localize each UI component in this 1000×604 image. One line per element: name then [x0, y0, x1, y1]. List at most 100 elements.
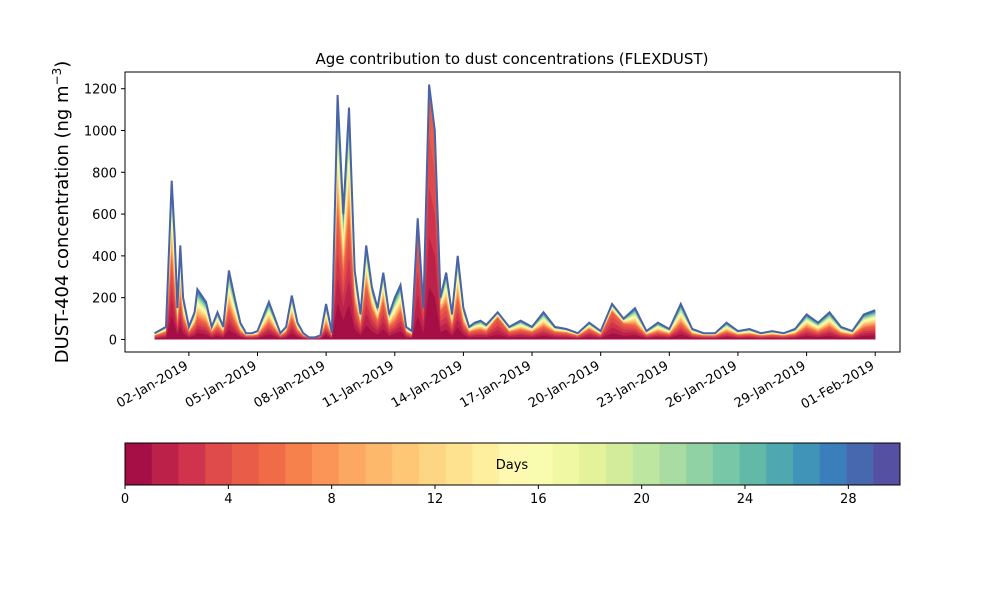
age-layer-7: [154, 92, 876, 340]
colorbar-label: Days: [496, 458, 529, 473]
colorbar-segment: [873, 443, 901, 485]
x-tick-label: 20-Jan-2019: [526, 358, 603, 411]
age-layer-26: [154, 85, 876, 340]
colorbar-segment: [819, 443, 847, 485]
age-layer-17: [154, 88, 876, 340]
colorbar-segment: [312, 443, 340, 485]
y-axis-label-exponent: −3: [50, 68, 64, 86]
colorbar-tick-label: 24: [737, 492, 754, 507]
colorbar-segment: [579, 443, 607, 485]
colorbar-segment: [338, 443, 366, 485]
age-layer-10: [154, 91, 876, 340]
colorbar-segment: [659, 443, 687, 485]
age-layer-19: [154, 87, 876, 340]
colorbar-tick-label: 12: [427, 492, 444, 507]
age-layer-23: [154, 86, 876, 340]
colorbar-segment: [445, 443, 473, 485]
age-layer-21: [154, 86, 876, 340]
age-layer-20: [154, 87, 876, 340]
colorbar-segment: [606, 443, 634, 485]
x-tick-label: 02-Jan-2019: [114, 358, 191, 411]
plot-area: [154, 84, 876, 340]
y-axis-label: DUST-404 concentration (ng m−3): [50, 61, 73, 364]
colorbar-tick-label: 8: [328, 492, 336, 507]
colorbar-segment: [151, 443, 179, 485]
age-layer-3: [154, 136, 876, 340]
age-layer-2: [154, 186, 876, 340]
colorbar-tick-label: 20: [633, 492, 650, 507]
y-tick-label: 800: [92, 166, 117, 181]
colorbar-segment: [552, 443, 580, 485]
y-axis-label-main: DUST-404 concentration (ng m: [52, 85, 73, 363]
colorbar-segment: [499, 443, 527, 485]
colorbar-segment: [525, 443, 553, 485]
y-axis-label-close: ): [52, 61, 73, 68]
x-tick-label: 05-Jan-2019: [183, 358, 260, 411]
age-layer-1: [154, 237, 876, 340]
colorbar-tick-label: 28: [840, 492, 857, 507]
x-tick-label: 17-Jan-2019: [457, 358, 534, 411]
y-tick-label: 1000: [84, 125, 117, 140]
colorbar-segment: [793, 443, 821, 485]
colorbar-segment: [178, 443, 206, 485]
age-layer-4: [154, 94, 876, 340]
colorbar-segment: [739, 443, 767, 485]
colorbar-segment: [418, 443, 447, 485]
total-concentration-line: [154, 84, 876, 339]
age-layer-16: [154, 88, 876, 340]
y-tick-label: 1200: [84, 83, 117, 98]
age-layer-18: [154, 87, 876, 340]
colorbar-segment: [231, 443, 260, 485]
age-layer-6: [154, 92, 876, 340]
age-layer-24: [154, 85, 876, 340]
colorbar-segment: [632, 443, 660, 485]
x-tick-label: 23-Jan-2019: [595, 358, 672, 411]
colorbar-segment: [686, 443, 714, 485]
x-tick-label: 01-Feb-2019: [799, 358, 878, 412]
colorbar-ticks: 0 4 8 12 16 20 24 28: [121, 485, 857, 507]
age-layer-5: [154, 93, 876, 340]
colorbar-frame: [124, 442, 901, 486]
colorbar: [124, 442, 901, 486]
colorbar-segment: [205, 443, 233, 485]
age-layer-28: [154, 84, 876, 340]
colorbar-segment: [125, 443, 153, 485]
age-layer-8: [154, 91, 876, 340]
age-layer-15: [154, 88, 876, 340]
colorbar-tick-label: 4: [224, 492, 232, 507]
age-layer-0: [154, 287, 876, 340]
age-layer-25: [154, 85, 876, 340]
y-tick-label: 0: [109, 333, 117, 348]
colorbar-segment: [258, 443, 286, 485]
colorbar-tick-label: 16: [530, 492, 547, 507]
age-layer-12: [154, 90, 876, 340]
colorbar-tick-label: 0: [121, 492, 129, 507]
colorbar-segment: [472, 443, 500, 485]
age-layer-14: [154, 89, 876, 340]
x-tick-label: 11-Jan-2019: [320, 358, 397, 411]
chart-title: Age contribution to dust concentrations …: [316, 50, 709, 68]
x-axis: 02-Jan-201905-Jan-201908-Jan-201911-Jan-…: [114, 352, 877, 412]
plot-frame: [124, 71, 901, 353]
age-layer-22: [154, 86, 876, 340]
age-layer-11: [154, 90, 876, 340]
x-tick-label: 14-Jan-2019: [389, 358, 466, 411]
x-tick-label: 08-Jan-2019: [252, 358, 329, 411]
colorbar-segment: [285, 443, 313, 485]
colorbar-segment: [766, 443, 794, 485]
y-tick-label: 400: [92, 250, 117, 265]
colorbar-segment: [365, 443, 393, 485]
y-tick-label: 600: [92, 208, 117, 223]
colorbar-segment: [846, 443, 874, 485]
y-axis: 0 200 400 600 800 1000 1200: [84, 83, 125, 348]
x-tick-label: 29-Jan-2019: [732, 358, 809, 411]
age-layer-9: [154, 91, 876, 340]
x-tick-label: 26-Jan-2019: [663, 358, 740, 411]
y-tick-label: 200: [92, 292, 117, 307]
colorbar-segment: [392, 443, 420, 485]
colorbar-segment: [712, 443, 741, 485]
age-layer-13: [154, 89, 876, 340]
age-layer-27: [154, 84, 876, 340]
